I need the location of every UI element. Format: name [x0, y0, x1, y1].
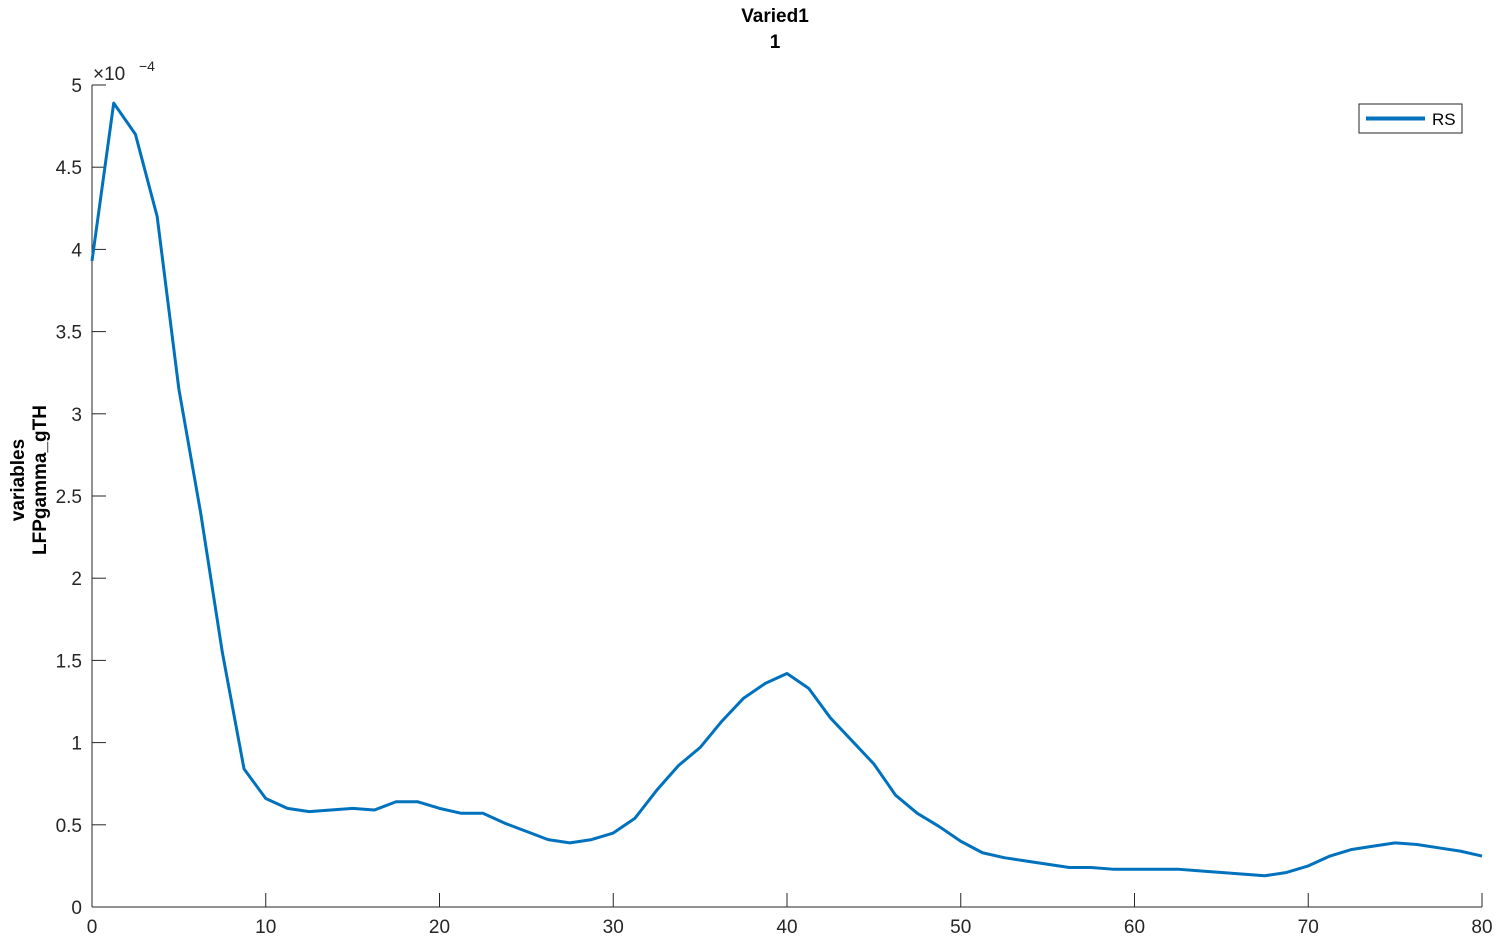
legend-label-rs: RS	[1432, 110, 1456, 129]
plot-axes: 0 10 20 30 40 50 60 70 80 0 0.5 1 1.5 2 2.5 3 3.5 4 4.5 5	[56, 76, 1493, 938]
y-tick-label: 1	[71, 734, 82, 755]
y-exponent-base: ×10	[93, 64, 125, 85]
legend: RS	[1358, 103, 1463, 134]
chart-subtitle: 1	[770, 32, 781, 53]
y-exponent-power: −4	[139, 58, 155, 74]
y-tick-label: 2.5	[56, 487, 82, 508]
y-tick-label: 2	[71, 569, 82, 590]
y-tick-label: 1.5	[56, 651, 82, 672]
plot-area	[90, 101, 1483, 878]
x-tick-label: 80	[1471, 917, 1492, 938]
series-line-rs	[90, 101, 1483, 878]
x-tick-label: 40	[776, 917, 797, 938]
y-tick-label: 4.5	[56, 158, 82, 179]
x-tick-label: 20	[429, 917, 450, 938]
y-axis-label: variables LFPgamma_gTH	[8, 405, 51, 555]
x-tick-label: 60	[1124, 917, 1145, 938]
y-tick-label: 3.5	[56, 323, 82, 344]
y-tick-label: 0.5	[56, 816, 82, 837]
chart-title: Varied1	[741, 6, 809, 27]
y-tick-label: 0	[71, 898, 82, 919]
x-tick-label: 0	[87, 917, 98, 938]
y-tick-label: 5	[71, 76, 82, 97]
y-tick-label: 3	[71, 405, 82, 426]
x-tick-label: 70	[1298, 917, 1319, 938]
x-tick-label: 10	[255, 917, 276, 938]
x-tick-label: 30	[603, 917, 624, 938]
y-axis-label-line-1: variables	[8, 439, 29, 521]
y-tick-label: 4	[71, 240, 82, 261]
x-tick-label: 50	[950, 917, 971, 938]
y-exponent: ×10 −4	[93, 58, 155, 85]
y-axis-label-line-2: LFPgamma_gTH	[30, 405, 51, 555]
